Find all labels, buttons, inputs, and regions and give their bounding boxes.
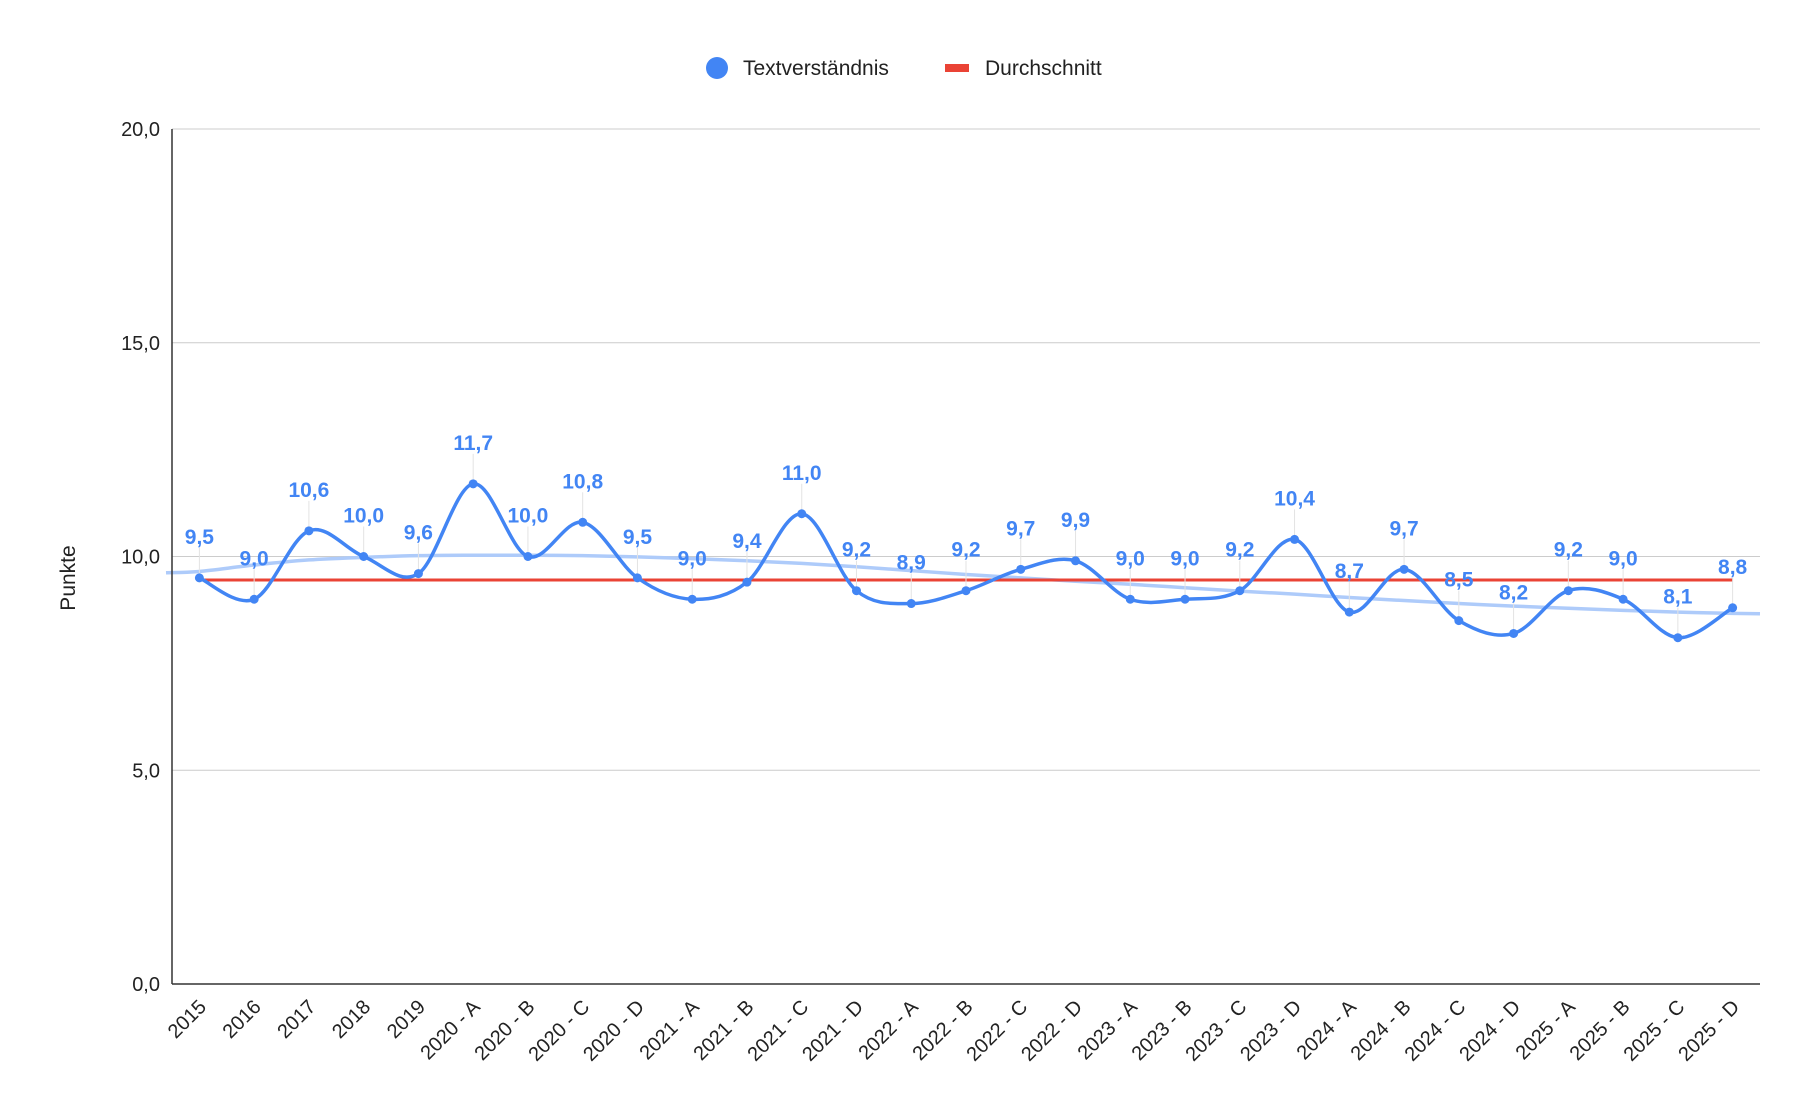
data-point	[1618, 594, 1628, 604]
data-label: 9,0	[1170, 547, 1199, 570]
y-axis-title: Punkte	[57, 545, 80, 610]
data-point	[304, 526, 314, 536]
data-point	[1125, 594, 1135, 604]
data-label: 9,5	[185, 526, 215, 549]
data-label: 9,0	[240, 547, 269, 570]
data-label: 8,9	[897, 552, 926, 575]
data-point	[851, 586, 861, 596]
data-label: 9,2	[1554, 539, 1583, 562]
data-labels: 9,5 9,0 10,6 10,0 9,6 11,7 10,0 10,8 9,5 9,0 9,4 11…	[185, 432, 1748, 609]
x-tick-label: 2023 - D	[1236, 996, 1306, 1066]
data-point	[1399, 564, 1409, 574]
y-axis-ticks: 0,0 5,0 10,0 15,0 20,0	[121, 119, 160, 996]
data-label: 11,0	[782, 462, 822, 485]
data-label: 8,5	[1444, 569, 1474, 592]
data-point	[523, 552, 533, 561]
y-tick-label: 10,0	[121, 547, 160, 569]
data-label: 10,0	[343, 505, 384, 528]
legend-marker-textverstaendnis	[706, 57, 728, 79]
legend-label-textverstaendnis: Textverständnis	[743, 57, 889, 80]
y-tick-label: 20,0	[121, 119, 160, 141]
data-point	[632, 573, 642, 583]
data-label: 10,4	[1274, 487, 1315, 510]
x-tick-label: 2019	[383, 996, 430, 1043]
gridlines	[172, 128, 1760, 771]
y-tick-label: 15,0	[121, 333, 160, 355]
data-label: 9,0	[1116, 547, 1145, 570]
data-label-leaders	[198, 453, 1734, 634]
data-point	[1509, 628, 1519, 638]
data-point	[1071, 556, 1081, 566]
data-point	[687, 594, 697, 604]
data-point	[249, 594, 259, 604]
x-tick-label: 2017	[273, 996, 320, 1043]
data-point	[194, 573, 204, 583]
data-label: 9,2	[1225, 539, 1254, 562]
data-point	[1454, 616, 1464, 626]
data-label: 11,7	[453, 432, 493, 455]
data-point	[906, 599, 916, 609]
data-point	[1235, 586, 1245, 596]
data-point	[1563, 586, 1573, 596]
data-label: 10,8	[562, 470, 603, 493]
x-tick-label: 2021 - D	[798, 996, 868, 1066]
data-label: 10,6	[288, 479, 329, 502]
data-label: 10,0	[507, 505, 548, 528]
data-point	[742, 577, 752, 587]
data-label: 8,7	[1335, 560, 1364, 583]
x-tick-label: 2018	[328, 996, 375, 1043]
data-label: 9,0	[1609, 547, 1638, 570]
legend-marker-durchschnitt	[945, 64, 969, 72]
data-label: 9,0	[678, 547, 707, 570]
data-point	[413, 569, 423, 579]
data-label: 9,7	[1389, 517, 1418, 540]
x-tick-label: 2016	[219, 996, 266, 1043]
x-tick-label: 2020 - D	[579, 996, 649, 1066]
x-tick-label: 2025 - D	[1674, 996, 1744, 1066]
data-label: 8,2	[1499, 581, 1528, 604]
data-point	[1290, 534, 1300, 544]
data-point	[359, 552, 369, 561]
data-label: 8,1	[1663, 586, 1693, 609]
data-label: 9,4	[732, 530, 762, 553]
data-point	[1180, 594, 1190, 604]
data-point	[961, 586, 971, 596]
data-label: 9,2	[951, 539, 980, 562]
x-tick-label: 2024 - D	[1455, 996, 1525, 1066]
y-tick-label: 5,0	[132, 760, 160, 782]
y-tick-label: 0,0	[132, 974, 160, 996]
x-tick-label: 2015	[164, 996, 211, 1043]
data-point	[578, 517, 588, 527]
data-label: 9,7	[1006, 517, 1035, 540]
data-point	[1728, 603, 1738, 613]
data-point	[468, 479, 478, 489]
legend-label-durchschnitt: Durchschnitt	[985, 57, 1102, 80]
data-label: 9,5	[623, 526, 653, 549]
data-label: 8,8	[1718, 556, 1748, 579]
data-label: 9,9	[1061, 509, 1090, 532]
data-point	[1016, 564, 1026, 574]
data-point	[1673, 633, 1683, 643]
legend: Textverständnis Durchschnitt	[706, 57, 1102, 80]
data-point	[797, 509, 807, 519]
data-point	[1344, 607, 1354, 617]
data-label: 9,6	[404, 522, 433, 545]
data-points	[194, 479, 1738, 643]
data-label: 9,2	[842, 539, 871, 562]
axes	[171, 129, 1760, 985]
x-tick-label: 2022 - D	[1017, 996, 1087, 1066]
